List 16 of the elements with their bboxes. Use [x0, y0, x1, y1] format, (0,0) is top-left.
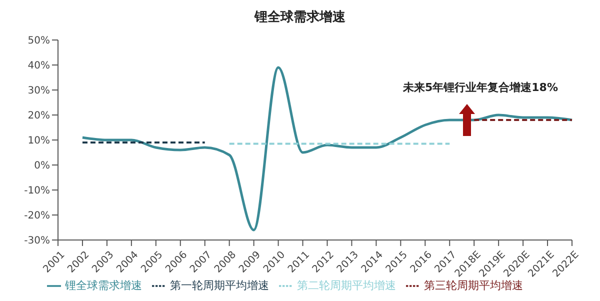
legend-label: 第三轮周期平均增速	[424, 279, 523, 292]
annotation: 未来5年锂行业年复合增速18%	[403, 80, 558, 95]
y-tick-label: 0%	[34, 160, 50, 172]
y-tick-label: -30%	[24, 236, 50, 247]
legend-label: 锂全球需求增速	[65, 279, 142, 292]
y-tick-label: 40%	[28, 60, 50, 72]
y-tick-label: 10%	[28, 136, 50, 147]
legend-label: 第二轮周期平均增速	[297, 279, 396, 292]
legend-label: 第一轮周期平均增速	[170, 279, 269, 292]
y-tick-label: 30%	[28, 86, 50, 97]
y-tick-label: -20%	[24, 210, 50, 222]
y-tick-label: 20%	[28, 110, 50, 122]
y-tick-label: -10%	[24, 186, 50, 197]
y-tick-label: 50%	[28, 36, 50, 47]
line-series	[81, 66, 574, 232]
chart-title: 锂全球需求增速	[253, 9, 346, 27]
